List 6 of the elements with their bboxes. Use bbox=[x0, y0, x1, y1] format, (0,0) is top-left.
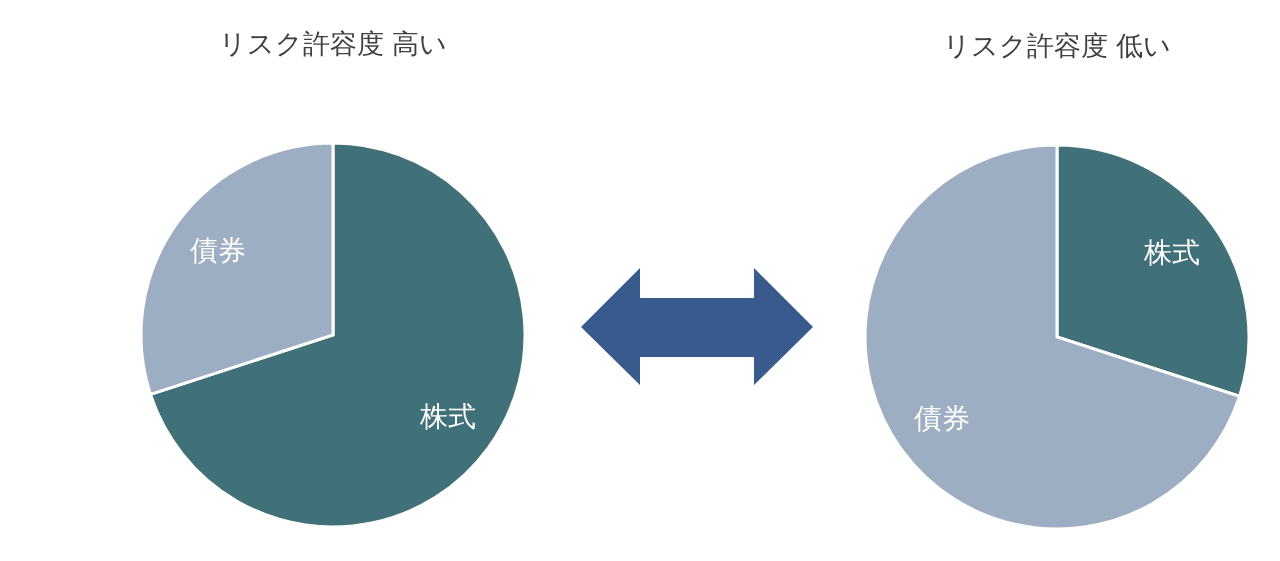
chart-title: リスク許容度 高い bbox=[218, 28, 448, 59]
slice-label: 債券 bbox=[914, 402, 971, 436]
slice-label: 株式 bbox=[418, 400, 476, 434]
chart-title: リスク許容度 低い bbox=[942, 30, 1172, 61]
slice-label: 株式 bbox=[1142, 235, 1200, 269]
slice-label: 債券 bbox=[190, 233, 247, 267]
